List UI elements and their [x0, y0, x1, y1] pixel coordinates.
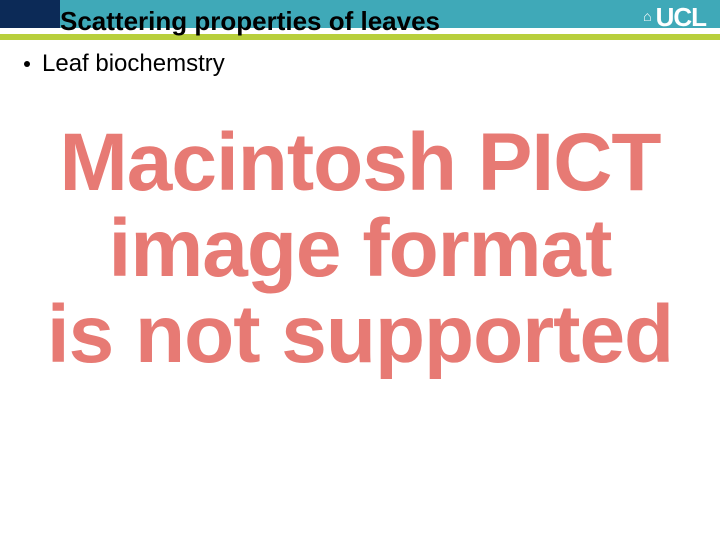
error-line-1: Macintosh PICT	[0, 120, 720, 206]
ucl-logo-text: UCL	[656, 4, 706, 30]
image-format-error: Macintosh PICT image format is not suppo…	[0, 120, 720, 378]
ucl-dome-icon: ⌂	[643, 9, 651, 23]
bullet-text: Leaf biochemstry	[42, 50, 225, 78]
bullet-dot-icon	[24, 61, 30, 67]
header-navy-strip	[0, 0, 60, 28]
slide-title: Scattering properties of leaves	[60, 6, 440, 37]
ucl-logo: ⌂ UCL	[643, 2, 706, 32]
error-line-2: image format	[0, 206, 720, 292]
bullet-item: Leaf biochemstry	[24, 50, 225, 78]
error-line-3: is not supported	[0, 292, 720, 378]
